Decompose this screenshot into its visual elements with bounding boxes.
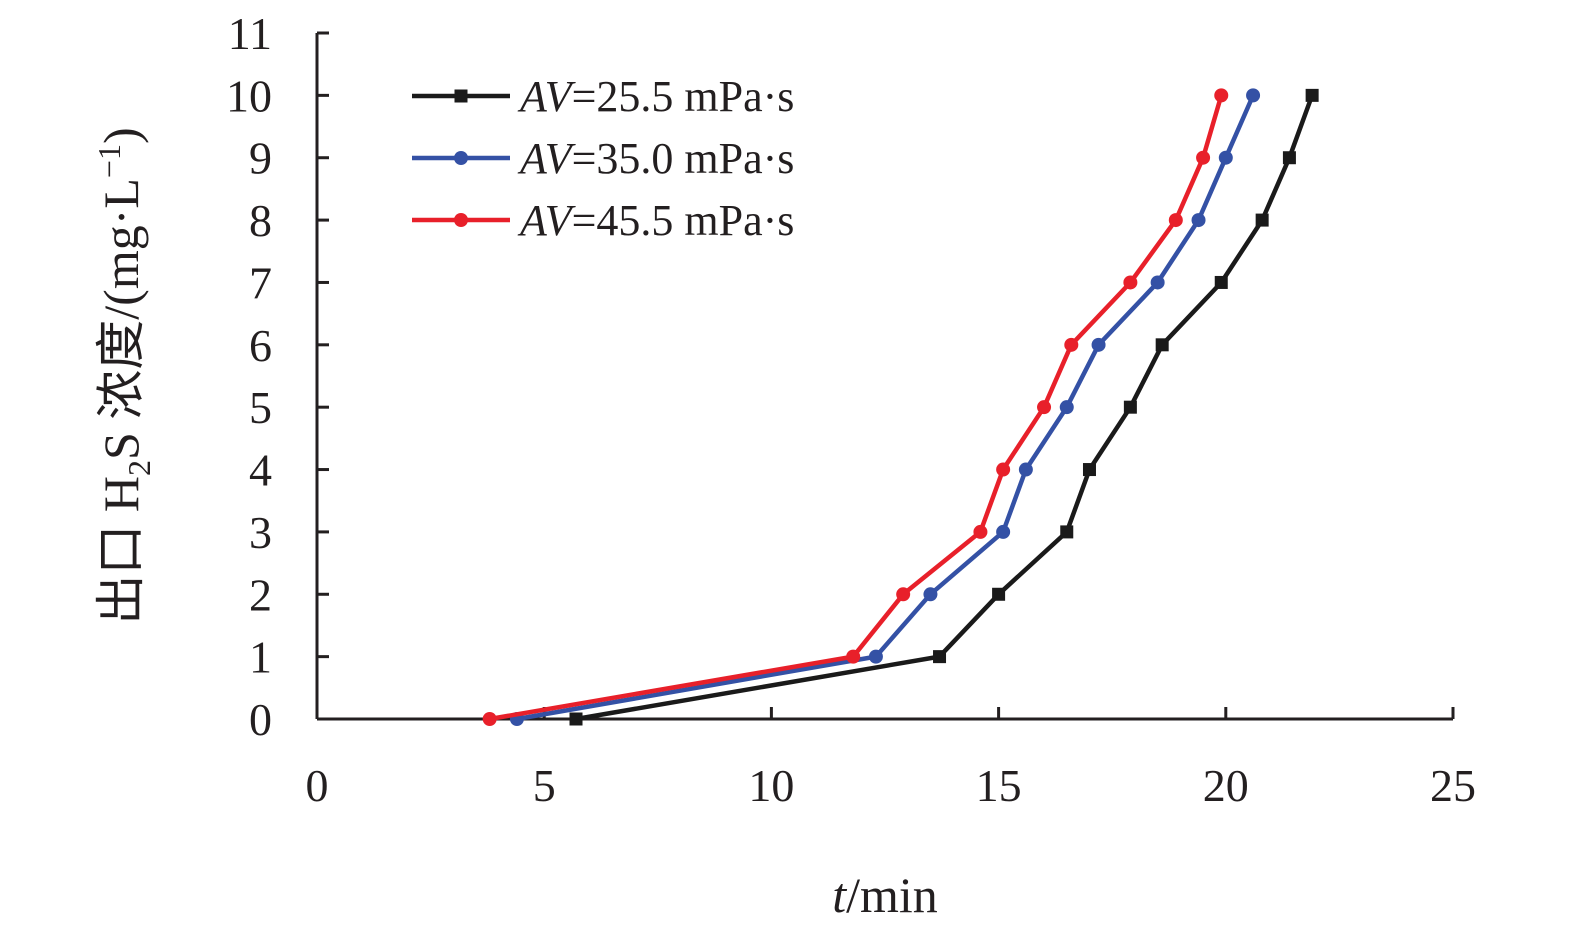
- data-point: [846, 649, 861, 664]
- data-point: [933, 650, 947, 664]
- legend-marker: [454, 151, 468, 165]
- y-tick-label: 4: [249, 445, 272, 496]
- y-tick-label: 0: [249, 694, 272, 745]
- x-axis-title: t/min: [832, 867, 938, 923]
- y-tick-label: 11: [228, 8, 272, 59]
- legend-marker: [454, 213, 468, 227]
- y-tick-label: 3: [249, 507, 272, 558]
- series-line: [516, 94, 1256, 722]
- data-point: [973, 524, 988, 539]
- data-point: [1155, 338, 1169, 352]
- data-point: [868, 649, 883, 664]
- legend-entry-1: AV=25.5 mPa·s: [412, 72, 794, 121]
- data-point: [1282, 151, 1296, 165]
- legend-marker: [454, 89, 468, 103]
- data-point: [923, 587, 938, 602]
- data-point: [1060, 525, 1074, 539]
- x-tick-label: 25: [1430, 760, 1476, 811]
- y-tick-label: 9: [249, 133, 272, 184]
- data-point: [1214, 88, 1229, 103]
- series-1: [569, 88, 1319, 726]
- x-tick-label: 0: [306, 760, 329, 811]
- series-line: [489, 94, 1224, 722]
- y-axis-title: 出口 H2S 浓度/(mg·L−1): [91, 127, 157, 624]
- data-point: [1150, 275, 1165, 290]
- data-point: [1246, 88, 1261, 103]
- data-point: [1123, 400, 1137, 414]
- data-point: [1091, 337, 1106, 352]
- series-line: [575, 94, 1315, 722]
- x-tick-label: 20: [1203, 760, 1249, 811]
- data-point: [1218, 150, 1233, 165]
- legend: AV=25.5 mPa·s AV=35.0 mPa·s AV=45.5 mPa·s: [412, 72, 794, 245]
- data-point: [1255, 213, 1269, 227]
- y-tick-label: 7: [249, 257, 272, 308]
- legend-entry-3: AV=45.5 mPa·s: [412, 196, 794, 245]
- x-tick-label: 10: [748, 760, 794, 811]
- y-tick-label: 2: [249, 569, 272, 620]
- data-point: [1196, 150, 1211, 165]
- y-tick-label: 8: [249, 195, 272, 246]
- data-point: [482, 712, 497, 726]
- y-tick-label: 1: [249, 632, 272, 683]
- data-point: [1123, 275, 1138, 290]
- data-point: [1018, 462, 1033, 477]
- legend-entry-2: AV=35.0 mPa·s: [412, 134, 794, 183]
- data-point: [569, 712, 583, 726]
- y-tick-label: 5: [249, 382, 272, 433]
- series-layer: [482, 88, 1319, 726]
- series-3: [482, 88, 1229, 726]
- data-point: [1064, 337, 1079, 352]
- data-point: [1082, 463, 1096, 477]
- data-point: [1059, 400, 1074, 415]
- data-point: [1037, 400, 1052, 415]
- y-tick-label: 6: [249, 320, 272, 371]
- data-point: [1214, 275, 1228, 289]
- data-point: [1168, 213, 1183, 228]
- data-point: [896, 587, 911, 602]
- legend-label: AV=45.5 mPa·s: [517, 196, 794, 245]
- x-tick-label: 5: [533, 760, 556, 811]
- series-2: [509, 88, 1261, 726]
- data-point: [992, 587, 1006, 601]
- legend-label: AV=35.0 mPa·s: [517, 134, 794, 183]
- axes: 0 1 2 3 4 5 6 7 8 9 10 11 0 5 10 15 20 25: [226, 8, 1476, 811]
- legend-label: AV=25.5 mPa·s: [517, 72, 794, 121]
- x-tick-label: 15: [976, 760, 1022, 811]
- y-tick-label: 10: [226, 70, 272, 121]
- data-point: [1191, 213, 1206, 228]
- data-point: [996, 524, 1011, 539]
- data-point: [996, 462, 1011, 477]
- data-point: [1305, 88, 1319, 102]
